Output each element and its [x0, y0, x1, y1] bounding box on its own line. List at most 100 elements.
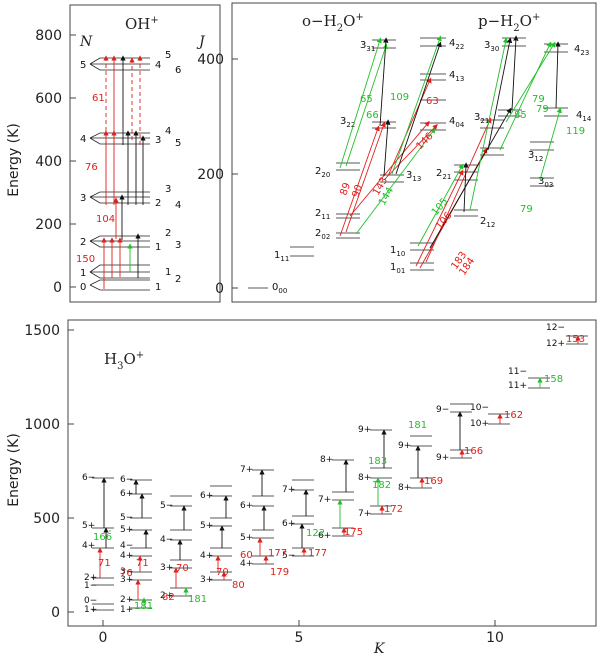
- svg-text:5−: 5−: [160, 501, 173, 511]
- svg-text:3: 3: [80, 193, 86, 204]
- lvl-211: 211: [315, 208, 330, 221]
- svg-text:3: 3: [175, 240, 181, 251]
- svg-text:146: 146: [414, 131, 435, 152]
- oh-title: OH+: [125, 15, 159, 33]
- h3o-ylabel: Energy (K): [6, 433, 22, 507]
- svg-text:6−: 6−: [120, 475, 133, 485]
- svg-text:5: 5: [295, 630, 304, 646]
- svg-text:4−: 4−: [120, 541, 133, 551]
- svg-text:70: 70: [176, 563, 189, 574]
- svg-text:0: 0: [80, 282, 86, 293]
- svg-text:4: 4: [165, 126, 171, 137]
- svg-text:2+: 2+: [84, 573, 97, 583]
- oh-ytick-400: 400: [35, 154, 62, 170]
- svg-text:104: 104: [96, 214, 115, 225]
- svg-text:3+: 3+: [120, 575, 133, 585]
- oh-n-labels: 0 1 2 3 4 5: [80, 60, 86, 293]
- svg-text:5+: 5+: [200, 521, 213, 531]
- svg-text:11−: 11−: [508, 367, 527, 377]
- lvl-322: 322: [340, 116, 355, 129]
- h2o-para-transitions: [415, 35, 562, 269]
- svg-text:4−: 4−: [160, 535, 173, 545]
- svg-text:12−: 12−: [546, 323, 565, 333]
- svg-text:1: 1: [165, 267, 171, 278]
- oh-panel: Energy (K) 0 200 400 600 800 OH+ N J 0 1…: [6, 4, 221, 303]
- svg-text:61: 61: [92, 93, 105, 104]
- oh-ytick-600: 600: [35, 91, 62, 107]
- h3o-xticks: 0 5 10: [99, 620, 504, 646]
- svg-text:9+: 9+: [398, 441, 411, 451]
- svg-text:183: 183: [368, 456, 387, 467]
- svg-text:162: 162: [504, 410, 523, 421]
- svg-text:80: 80: [232, 580, 245, 591]
- svg-text:1+: 1+: [84, 605, 97, 615]
- lvl-422: 422: [449, 38, 464, 51]
- svg-text:5−: 5−: [120, 513, 133, 523]
- h2o-ortho-transitions: [339, 35, 442, 237]
- svg-text:158: 158: [544, 374, 563, 385]
- oh-frame: [69, 4, 221, 303]
- svg-text:90: 90: [350, 183, 365, 199]
- svg-text:7+: 7+: [318, 495, 331, 505]
- svg-text:2: 2: [175, 274, 181, 285]
- svg-text:166: 166: [93, 532, 112, 543]
- h2o-level-lines: [248, 37, 568, 289]
- svg-text:6−: 6−: [82, 473, 95, 483]
- oh-ytick-0: 0: [53, 280, 62, 296]
- svg-text:166: 166: [464, 446, 483, 457]
- svg-text:11+: 11+: [508, 381, 527, 391]
- svg-text:175: 175: [344, 527, 363, 538]
- svg-text:85: 85: [514, 110, 527, 121]
- svg-text:177: 177: [268, 548, 287, 559]
- svg-text:119: 119: [566, 126, 585, 137]
- svg-text:6: 6: [175, 65, 181, 76]
- svg-text:2: 2: [80, 237, 86, 248]
- svg-text:153: 153: [566, 334, 585, 345]
- h2o-frame: [231, 2, 597, 303]
- svg-text:4: 4: [175, 200, 181, 211]
- svg-text:1: 1: [155, 282, 161, 293]
- svg-text:82: 82: [162, 592, 175, 603]
- oh-j-labels: 1 1 2 1 2 3 2 3 4 3 4 5 4 5 6: [155, 50, 181, 293]
- svg-text:2: 2: [155, 198, 161, 209]
- svg-text:71: 71: [136, 558, 149, 569]
- svg-text:4+: 4+: [120, 551, 133, 561]
- svg-text:1000: 1000: [24, 417, 60, 433]
- h3o-frame: [67, 319, 597, 627]
- lvl-110: 110: [390, 245, 405, 258]
- svg-text:181: 181: [188, 594, 207, 605]
- svg-text:8+: 8+: [320, 455, 333, 465]
- oh-yticks: 0 200 400 600 800: [35, 28, 76, 296]
- svg-text:12+: 12+: [546, 339, 565, 349]
- svg-text:5+: 5+: [82, 521, 95, 531]
- svg-text:500: 500: [33, 511, 60, 527]
- h2o-panel: 0 200 400 o−H2O+ p−H2O+: [197, 2, 597, 303]
- svg-text:3+: 3+: [160, 563, 173, 573]
- lvl-313: 313: [406, 170, 421, 183]
- svg-text:79: 79: [532, 94, 545, 105]
- svg-text:3: 3: [155, 135, 161, 146]
- oh-ylabel: Energy (K): [6, 123, 22, 197]
- svg-text:60: 60: [240, 550, 253, 561]
- svg-text:4: 4: [80, 134, 86, 145]
- lvl-413: 413: [449, 70, 464, 83]
- svg-text:7+: 7+: [358, 509, 371, 519]
- h3o-xlabel: K: [373, 641, 386, 656]
- svg-text:122: 122: [306, 528, 325, 539]
- svg-text:4+: 4+: [240, 559, 253, 569]
- lvl-221: 221: [436, 168, 451, 181]
- svg-text:10+: 10+: [470, 419, 489, 429]
- svg-text:4: 4: [155, 60, 161, 71]
- svg-text:76: 76: [120, 568, 133, 579]
- svg-text:5+: 5+: [120, 525, 133, 535]
- svg-text:6+: 6+: [120, 489, 133, 499]
- h3o-panel: Energy (K) 0 500 1000 1500 0 5 10 K H3O+: [6, 319, 597, 656]
- oh-ytick-800: 800: [35, 28, 62, 44]
- oh-transitions: [101, 55, 146, 289]
- oh-levels: [89, 57, 150, 291]
- lvl-330: 330: [484, 40, 499, 53]
- lvl-303: 303: [538, 176, 553, 189]
- svg-text:179: 179: [270, 567, 289, 578]
- lvl-202: 202: [315, 228, 330, 241]
